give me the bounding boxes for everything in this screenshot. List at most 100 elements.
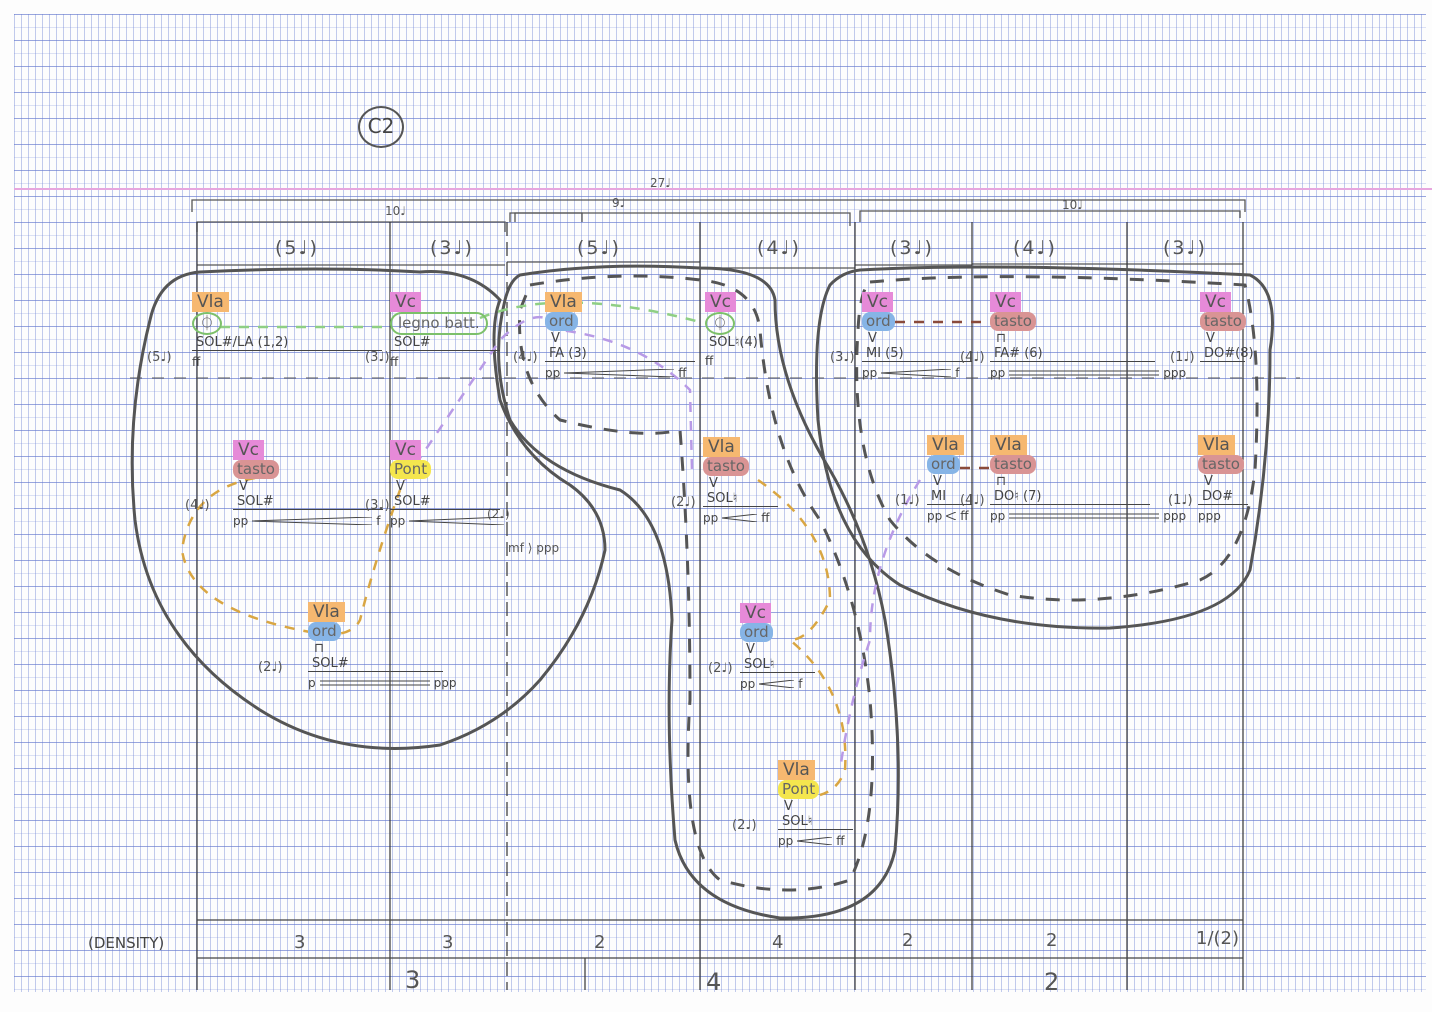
duration-label: (4♩) — [960, 493, 985, 508]
pitch-label: FA (3) — [549, 346, 587, 361]
region-left — [130, 267, 607, 750]
pitch-label: SOL♮(4) — [709, 335, 758, 350]
technique-label: tasto — [1198, 455, 1244, 474]
note-event: Vc legno batt. (3♩) SOL# ff — [365, 292, 500, 369]
dynamics: ff — [705, 354, 758, 368]
note-event: Vla tasto V (1♩) DO# ppp — [1168, 435, 1248, 523]
note-event: Vla ord V (1♩) MI pp ff — [895, 435, 972, 523]
margin-line — [14, 188, 1432, 190]
region-right — [815, 265, 1274, 630]
pitch-label: SOL♮ — [707, 491, 738, 506]
header-baseline — [197, 261, 1243, 269]
dynamic-start: ff — [192, 355, 201, 369]
density-table — [130, 377, 1300, 959]
technique-label: tasto — [990, 312, 1036, 331]
region-outlines — [130, 264, 1274, 920]
dynamics: pp f — [740, 677, 815, 691]
duration-label: (1♩) — [895, 493, 920, 508]
dynamics: pp ppp — [990, 509, 1186, 523]
sustain-lines — [1009, 370, 1160, 376]
duration-label: (3♩) — [830, 350, 855, 365]
crescendo-hairpin — [409, 517, 505, 525]
bow-direction: V — [396, 479, 405, 494]
dynamics: pp ff — [778, 834, 853, 848]
bow-direction: V — [868, 331, 877, 346]
dynamic-end: f — [798, 677, 803, 691]
bow-direction: V — [709, 476, 718, 491]
bow-direction: V — [551, 331, 560, 346]
dynamic-start: pp — [545, 366, 561, 380]
duration-label: (5♩) — [147, 350, 172, 365]
duration-label: (2♩) — [732, 818, 757, 833]
section-title: C2 — [358, 106, 404, 148]
duration-label: (2♩) — [708, 661, 733, 676]
pitch-line — [390, 350, 500, 351]
note-event: Vla ⏀ (5♩) SOL#/LA (1,2) ff — [147, 292, 382, 369]
column-header: (5♩) — [577, 237, 621, 259]
dynamic-end: ff — [761, 511, 770, 525]
bracket-10b — [859, 210, 1241, 222]
span-group3: 10♩ — [1062, 198, 1083, 212]
note-event: Vla tasto V (2♩) SOL♮ pp ff — [671, 437, 778, 525]
pitch-line — [1198, 504, 1248, 505]
instrument-label: Vc — [390, 292, 421, 312]
technique-label: ord — [740, 623, 773, 642]
bow-direction: V — [933, 474, 942, 489]
technique-label: ord — [862, 312, 895, 331]
duration-label: (1♩) — [1168, 493, 1193, 508]
dynamic-start: p — [308, 676, 316, 690]
note-event: Vla ord ⊓ (2♩) SOL# p ppp — [258, 602, 457, 690]
technique-label: Pont — [778, 780, 820, 799]
dynamic-end: ppp — [1163, 366, 1187, 380]
bracket-total — [191, 199, 1246, 212]
region-right-inner — [855, 275, 1259, 602]
column-header: (3♩) — [430, 237, 474, 259]
density-value: 4 — [772, 932, 784, 953]
dynamic-start: pp — [778, 834, 794, 848]
region-middle-inner — [518, 274, 874, 892]
column-header: (3♩) — [1163, 237, 1207, 259]
dynamic-end: ppp — [433, 676, 457, 690]
bow-direction: V — [1206, 331, 1215, 346]
dynamic-start: pp — [927, 509, 943, 523]
technique-label: tasto — [233, 460, 279, 479]
pitch-line — [545, 361, 695, 362]
instrument-label: Vc — [390, 440, 421, 460]
column-header: (3♩) — [890, 237, 934, 259]
dynamics: pp ff — [545, 366, 695, 380]
pitch-label: SOL# — [312, 656, 349, 671]
crescendo-hairpin — [722, 514, 758, 522]
technique-label: tasto — [703, 457, 749, 476]
instrument-label: Vc — [740, 603, 771, 623]
density-value: 2 — [902, 930, 914, 951]
density-group-value: 2 — [1044, 968, 1060, 996]
duration-label: (2♩) — [258, 660, 283, 675]
technique-label: ord — [308, 622, 341, 641]
pitch-label: SOL# — [394, 335, 431, 350]
technique-label: ⏀ — [705, 312, 735, 335]
duration-label: (4♩) — [513, 350, 538, 365]
dynamic-start: ppp — [1198, 509, 1221, 523]
dynamic-start: pp — [703, 511, 719, 525]
dynamic-end: f — [376, 514, 381, 528]
density-value: 3 — [442, 932, 454, 953]
dynamics: pp — [390, 514, 508, 528]
dynamic-start: ff — [390, 355, 399, 369]
technique-label: legno batt. — [390, 312, 488, 335]
duration-label: (3♩) — [365, 498, 390, 513]
dynamics: ppp — [1198, 509, 1248, 523]
dynamic-start: pp — [990, 366, 1006, 380]
bracket-9 — [514, 212, 583, 222]
sustain-lines — [1009, 513, 1160, 519]
duration-label: (4♩) — [960, 350, 985, 365]
connector-brown — [895, 320, 990, 470]
bow-direction: V — [784, 799, 793, 814]
pitch-label: SOL# — [237, 494, 274, 509]
pitch-line — [778, 829, 853, 830]
sustain-lines — [319, 680, 430, 686]
dynamic-start: pp — [862, 366, 878, 380]
pitch-line — [390, 509, 500, 510]
pitch-label: FA# (6) — [994, 346, 1043, 361]
density-value: 2 — [594, 932, 606, 953]
instrument-label: Vla — [927, 435, 964, 455]
